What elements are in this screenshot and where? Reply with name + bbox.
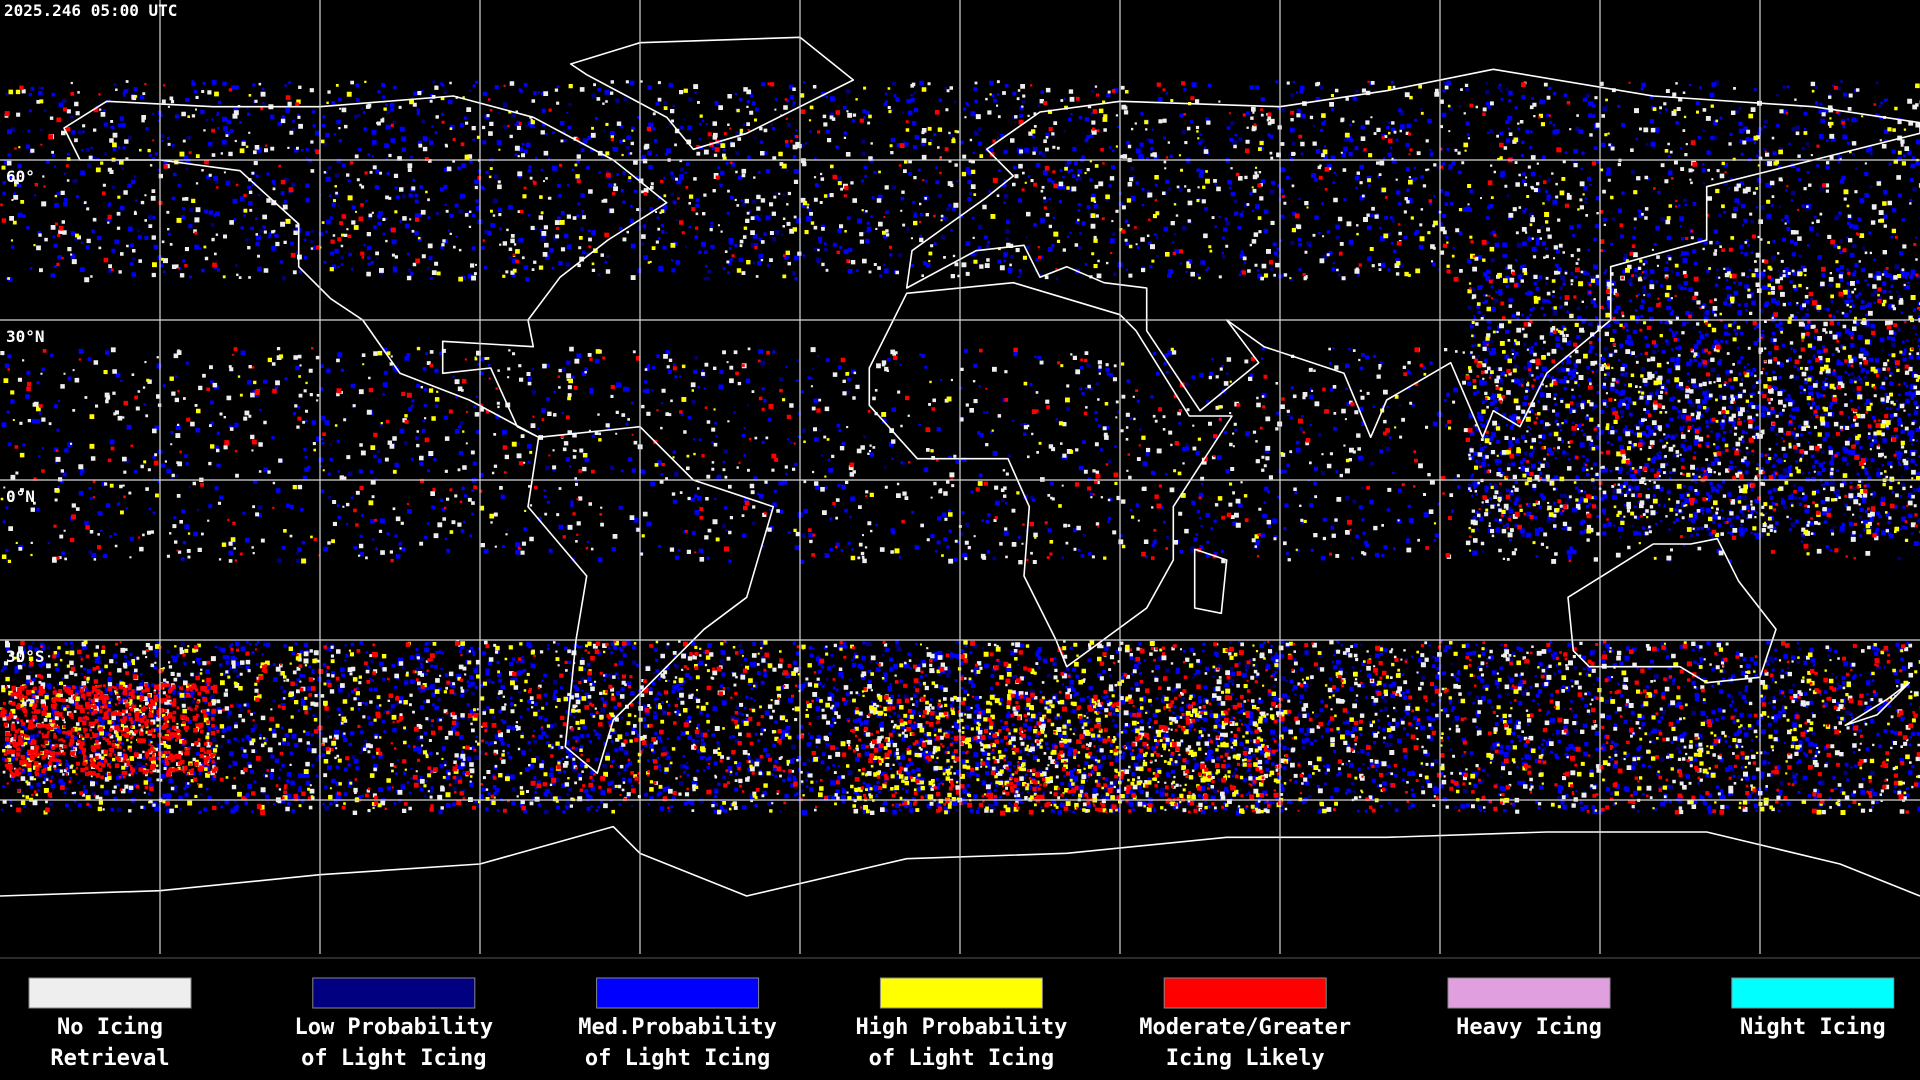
legend-label: Night Icing <box>1740 1015 1886 1040</box>
latitude-label: 0°N <box>6 487 35 506</box>
legend-label: Moderate/Greater <box>1139 1015 1351 1040</box>
coastline <box>1567 537 1777 684</box>
latitude-label: 30°S <box>6 647 45 666</box>
legend-label: Low Probability <box>294 1015 493 1040</box>
coastline-antarctica <box>0 825 1920 897</box>
timestamp: 2025.246 05:00 UTC <box>4 1 177 20</box>
legend-swatch <box>28 977 192 1009</box>
legend-label: High Probability <box>855 1015 1067 1040</box>
latitude-label: 30°N <box>6 327 45 346</box>
coastline <box>1844 681 1911 727</box>
coastline <box>1193 548 1228 615</box>
legend-swatch <box>596 977 760 1009</box>
legend-label: Retrieval <box>50 1046 169 1071</box>
legend-swatch <box>1731 977 1895 1009</box>
graticule <box>0 0 1920 954</box>
legend-label: of Light Icing <box>869 1046 1054 1071</box>
legend-label: Med.Probability <box>578 1015 777 1040</box>
legend-swatch <box>879 977 1043 1009</box>
coastlines <box>0 36 1920 897</box>
legend-swatch <box>312 977 476 1009</box>
legend-label: of Light Icing <box>301 1046 486 1071</box>
legend-label: No Icing <box>57 1015 163 1040</box>
legend-label: of Light Icing <box>585 1046 770 1071</box>
coastline <box>527 425 775 775</box>
coastline <box>905 68 1920 439</box>
coastline <box>868 281 1233 668</box>
legend-swatch <box>1447 977 1611 1009</box>
legend-label: Heavy Icing <box>1456 1015 1602 1040</box>
coastline <box>569 36 855 151</box>
latitude-label: 60° <box>6 167 35 186</box>
legend-label: Icing Likely <box>1166 1046 1325 1071</box>
legend-swatch <box>1163 977 1327 1009</box>
latitude-labels: 60° 30°N 0°N 30°S <box>6 167 45 666</box>
legend: No Icing Retrieval Low Probability of Light… <box>28 977 1895 1071</box>
